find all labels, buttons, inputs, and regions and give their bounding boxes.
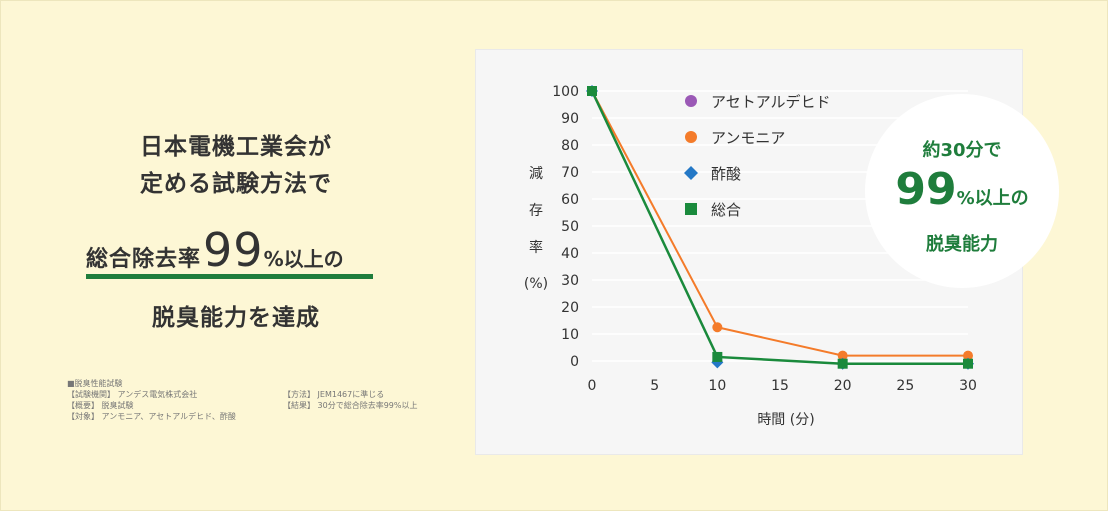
legend-label: 酢酸 bbox=[711, 165, 741, 183]
note-item: 【対象】 アンモニア、アセトアルデヒド、酢酸 bbox=[67, 412, 236, 421]
y-axis-label: (%) bbox=[524, 276, 548, 292]
note-item: 【方法】 JEM1467に準じる bbox=[283, 390, 385, 399]
x-tick-label: 5 bbox=[650, 378, 659, 394]
badge-bottom-text: 脱臭能力 bbox=[926, 234, 998, 255]
series-line bbox=[591, 90, 968, 357]
note-item: ■脱臭性能試験 bbox=[67, 379, 123, 388]
legend-marker bbox=[684, 166, 698, 180]
y-tick-label: 10 bbox=[561, 327, 579, 343]
deodorization-chart: 0 10 20 30 40 50 60 70 80 90 100 0 5 10 15 20 25 30 時間 (分)… bbox=[524, 84, 977, 428]
data-point bbox=[587, 86, 597, 96]
y-tick-label: 60 bbox=[561, 192, 579, 208]
removal-rate-number: 99 bbox=[203, 223, 264, 277]
headline-removal-rate: 総合除去率99%以上の bbox=[86, 223, 371, 277]
y-tick-label: 30 bbox=[561, 273, 579, 289]
x-tick-label: 30 bbox=[959, 378, 977, 394]
badge-number: 99 bbox=[895, 164, 957, 215]
badge-top-text: 約30分で bbox=[922, 140, 1002, 161]
legend-label: アセトアルデヒド bbox=[711, 93, 831, 111]
test-notes-right: 【方法】 JEM1467に準じる 【結果】 30分で総合除去率99%以上 bbox=[283, 389, 418, 411]
headline-line-2: 定める試験方法で bbox=[140, 171, 332, 197]
series-line bbox=[590, 90, 968, 365]
y-tick-label: 0 bbox=[570, 354, 579, 370]
y-tick-label: 70 bbox=[561, 165, 579, 181]
data-point bbox=[837, 358, 848, 369]
test-notes-left: ■脱臭性能試験 【試験機関】 アンデス電気株式会社 【概要】 脱臭試験 【対象】… bbox=[67, 378, 236, 422]
data-point bbox=[963, 358, 973, 369]
badge-main: 99%以上の bbox=[865, 164, 1059, 215]
data-point bbox=[712, 351, 723, 362]
x-tick-label: 10 bbox=[708, 378, 726, 394]
y-tick-label: 80 bbox=[561, 138, 579, 154]
badge-suffix: %以上の bbox=[956, 188, 1029, 209]
legend-label: アンモニア bbox=[711, 129, 785, 147]
legend-label: 総合 bbox=[711, 201, 741, 219]
legend-marker bbox=[685, 131, 697, 143]
x-tick-label: 15 bbox=[771, 378, 789, 394]
note-item: 【結果】 30分で総合除去率99%以上 bbox=[283, 401, 418, 410]
y-axis-label: 存 bbox=[529, 203, 543, 219]
legend-marker bbox=[685, 95, 697, 107]
x-tick-label: 20 bbox=[834, 378, 852, 394]
y-axis-label: 率 bbox=[529, 239, 543, 256]
note-item: 【概要】 脱臭試験 bbox=[67, 401, 134, 410]
data-point bbox=[837, 350, 848, 361]
y-tick-label: 40 bbox=[561, 246, 579, 262]
y-tick-label: 20 bbox=[561, 300, 579, 316]
x-tick-label: 0 bbox=[588, 378, 597, 394]
note-item: 【試験機関】 アンデス電気株式会社 bbox=[67, 390, 198, 399]
headline-line-4: 脱臭能力を達成 bbox=[152, 305, 320, 331]
headline-underline bbox=[86, 274, 373, 279]
x-tick-label: 25 bbox=[896, 378, 914, 394]
result-badge: 約30分で 99%以上の 脱臭能力 bbox=[865, 94, 1059, 288]
y-tick-label: 100 bbox=[552, 84, 579, 100]
headline: 日本電機工業会が 定める試験方法で bbox=[71, 129, 401, 203]
x-axis-label: 時間 (分) bbox=[757, 412, 814, 428]
removal-rate-suffix: %以上の bbox=[263, 247, 344, 271]
removal-rate-label: 総合除去率 bbox=[86, 247, 202, 272]
data-point bbox=[963, 350, 973, 361]
headline-line-1: 日本電機工業会が bbox=[140, 134, 332, 160]
data-point bbox=[712, 322, 723, 333]
y-axis-label: 減 bbox=[529, 165, 543, 182]
legend-marker bbox=[685, 203, 697, 215]
y-tick-label: 50 bbox=[561, 219, 579, 235]
y-tick-label: 90 bbox=[561, 111, 579, 127]
